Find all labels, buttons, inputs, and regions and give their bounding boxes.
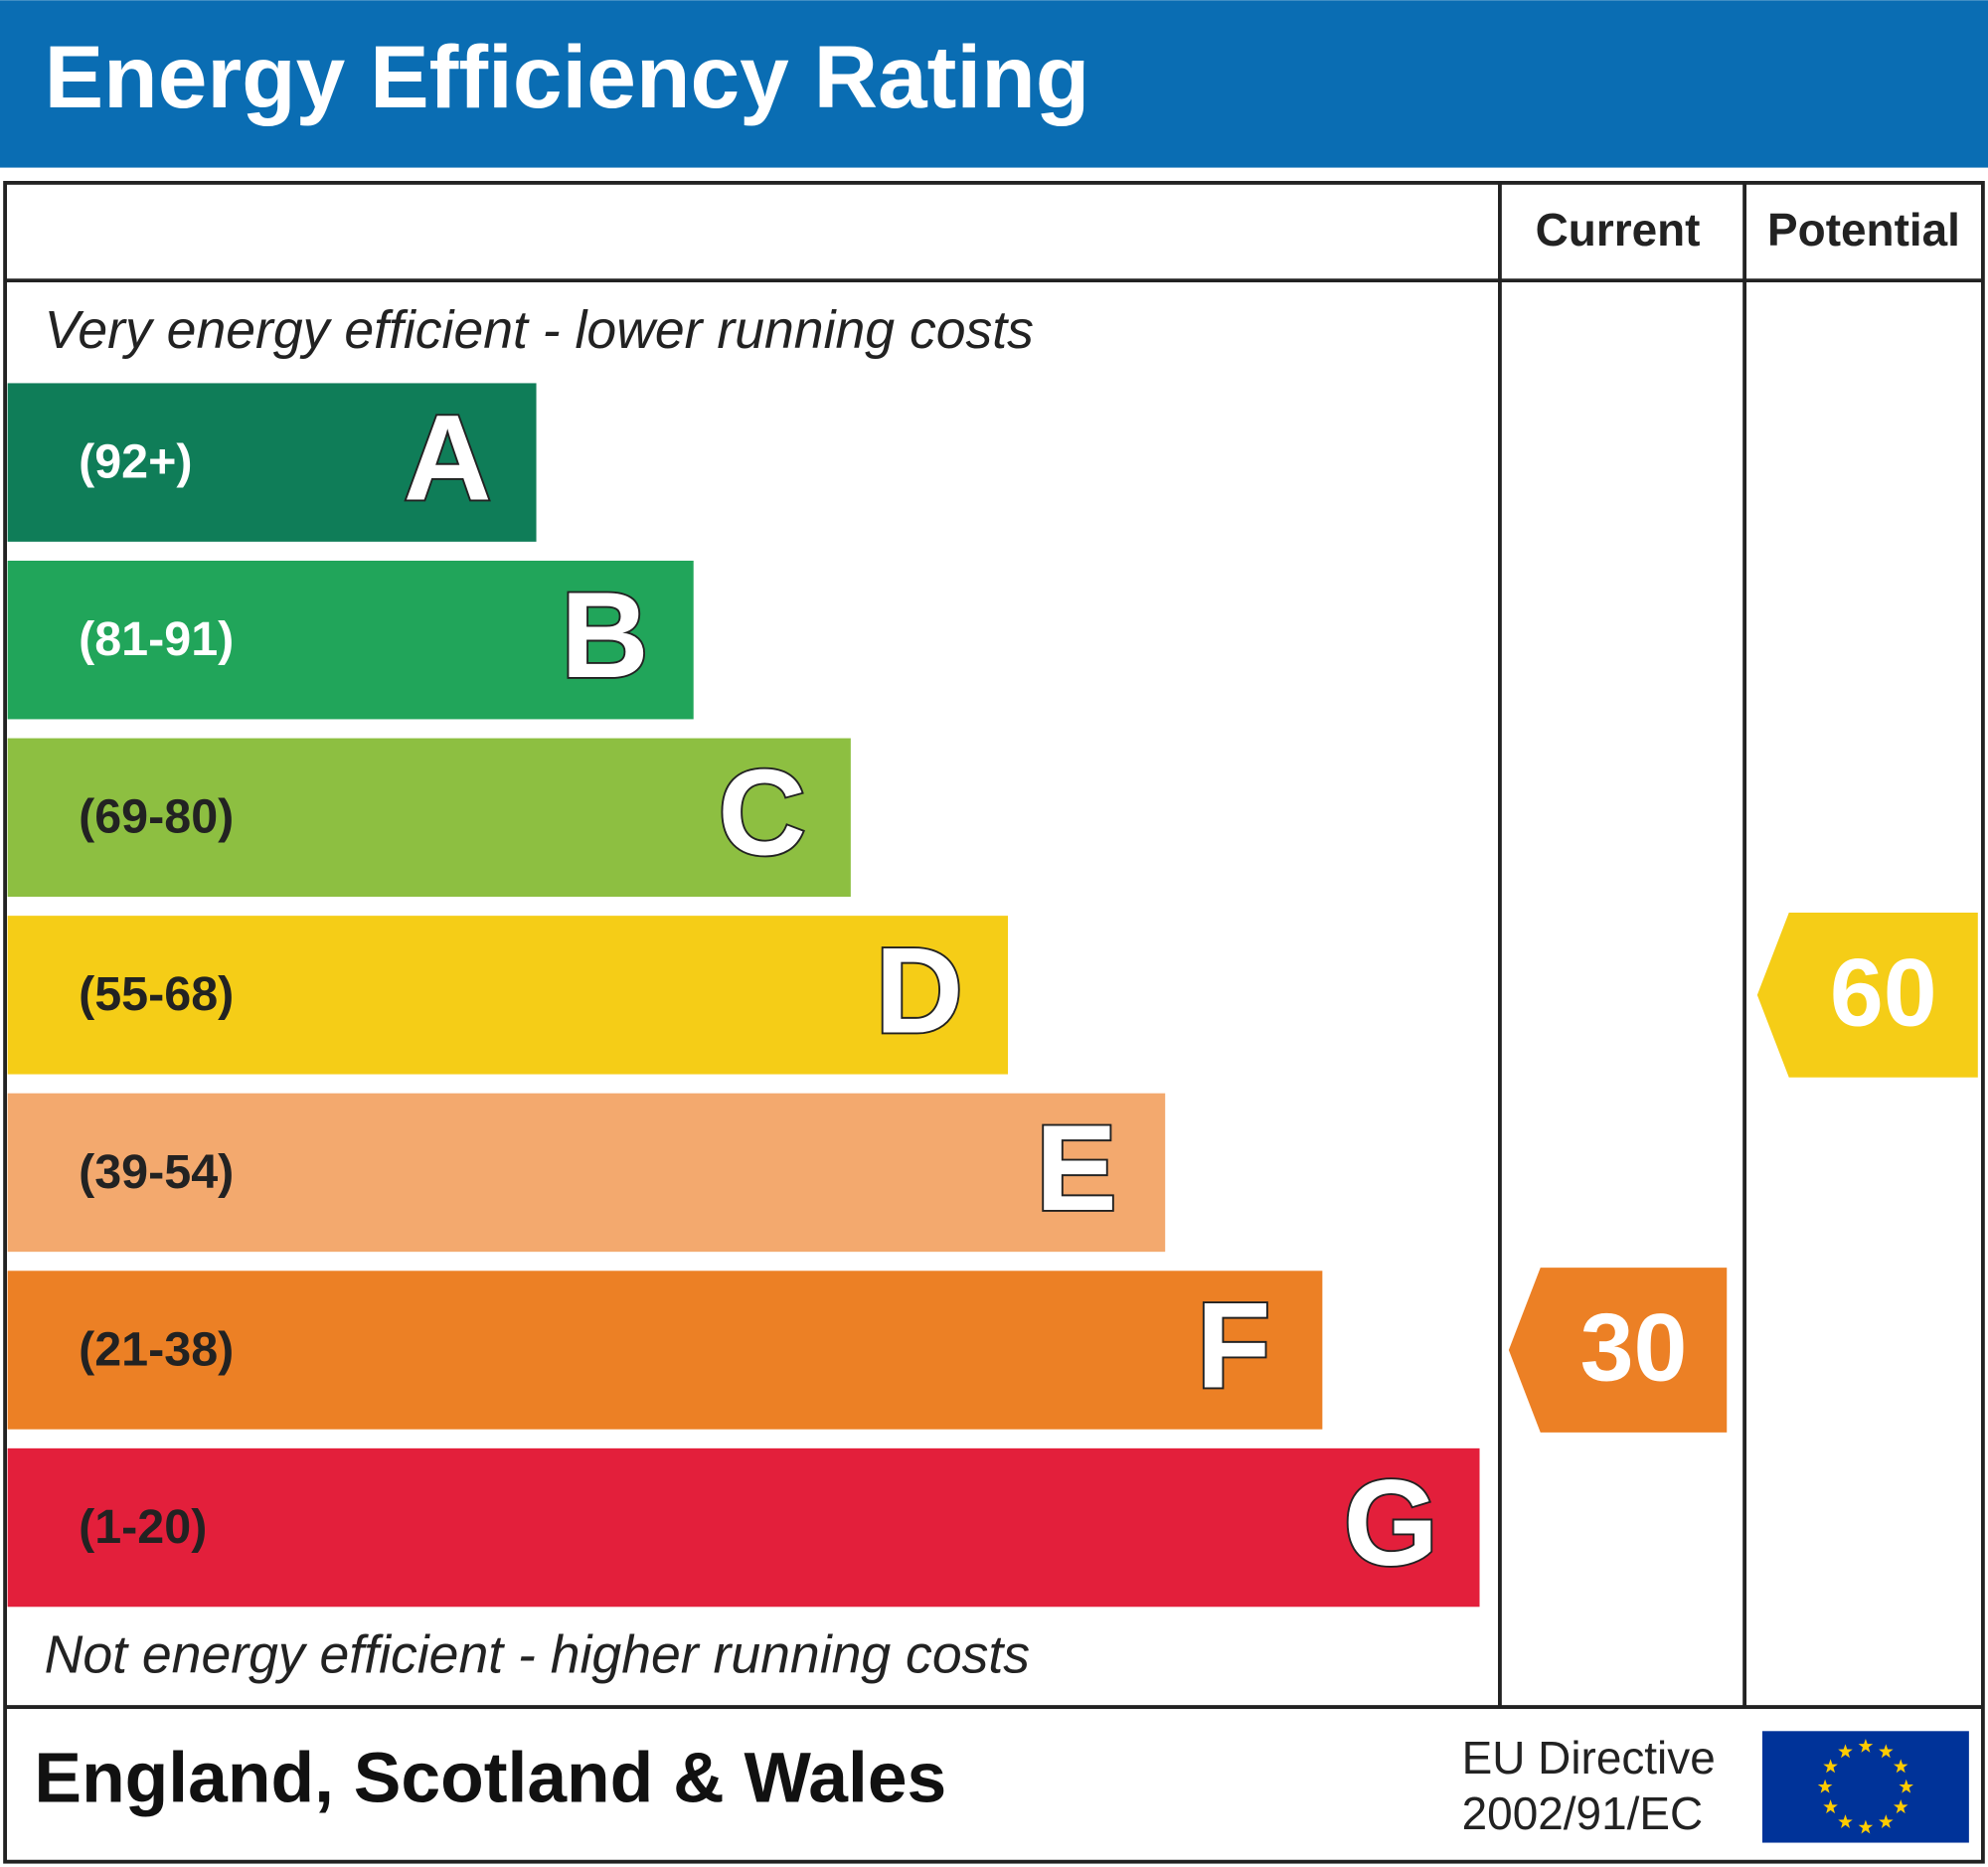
band-range: (81-91) <box>79 612 234 666</box>
band-bar <box>7 916 1009 1075</box>
eu-star <box>1879 1744 1894 1759</box>
band-range: (55-68) <box>79 967 234 1021</box>
rating-arrow <box>1756 912 1978 1078</box>
band-letter: B <box>561 567 648 703</box>
band-bar <box>7 738 851 898</box>
band-range: (1-20) <box>79 1500 207 1554</box>
band-range: (69-80) <box>79 790 234 844</box>
eu-star <box>1817 1779 1833 1793</box>
eu-star <box>1838 1814 1853 1828</box>
footer-text: England, Scotland & Wales <box>34 1738 946 1817</box>
eu-star <box>1858 1738 1874 1753</box>
band-range: (92+) <box>79 434 192 488</box>
band-letter: D <box>876 922 963 1058</box>
eu-star <box>1838 1744 1853 1759</box>
eu-star <box>1893 1759 1908 1774</box>
eu-star <box>1823 1759 1838 1774</box>
band-letter: F <box>1197 1276 1271 1413</box>
rating-value: 60 <box>1830 938 1937 1047</box>
band-letter: C <box>718 745 805 881</box>
bottom-note: Not energy efficient - higher running co… <box>45 1626 1030 1685</box>
rating-value: 30 <box>1580 1293 1688 1402</box>
band-range: (21-38) <box>79 1322 234 1376</box>
frame <box>3 180 1985 1864</box>
eu-star <box>1823 1799 1838 1814</box>
band-letter: A <box>404 390 491 526</box>
top-note: Very energy efficient - lower running co… <box>45 301 1034 360</box>
band-bar <box>7 1093 1166 1253</box>
band-bar <box>7 1447 1480 1608</box>
column-header: Potential <box>1767 204 1960 255</box>
eu-star <box>1858 1819 1874 1834</box>
title-bar <box>0 0 1988 168</box>
band-bar <box>7 1271 1323 1430</box>
chart-title: Energy Efficiency Rating <box>45 27 1090 126</box>
band-bar <box>7 383 537 542</box>
eu-star <box>1899 1779 1913 1793</box>
band-range: (39-54) <box>79 1145 234 1199</box>
band-letter: G <box>1344 1454 1438 1591</box>
eu-star <box>1879 1814 1894 1828</box>
band-bar <box>7 561 694 720</box>
eu-star <box>1893 1799 1908 1814</box>
directive-text: 2002/91/EC <box>1462 1787 1703 1839</box>
directive-text: EU Directive <box>1462 1732 1716 1783</box>
column-header: Current <box>1536 204 1701 255</box>
band-letter: E <box>1036 1100 1117 1236</box>
rating-arrow <box>1508 1268 1728 1433</box>
eu-stars <box>1817 1738 1913 1834</box>
